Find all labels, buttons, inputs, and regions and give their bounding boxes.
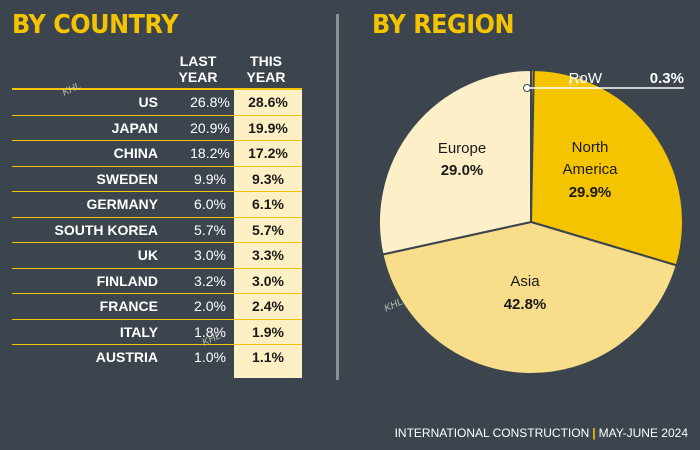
table-row: FINLAND 3.2% 3.0% [12, 269, 302, 294]
table-row: AUSTRIA 1.0% 1.1% [12, 345, 302, 370]
country-name: GERMANY [86, 196, 158, 212]
footer: INTERNATIONAL CONSTRUCTION | MAY-JUNE 2024 [395, 426, 688, 440]
last-year-value: 26.8% [190, 94, 230, 110]
last-year-header-line2: YEAR [178, 69, 218, 85]
row-callout: RoW 0.3% [523, 70, 684, 92]
pie-slice-north-america [529, 69, 684, 267]
this-year-value: 6.1% [252, 196, 284, 212]
asia-label: Asia [510, 273, 540, 290]
table-row: US 26.8% 28.6% [12, 90, 302, 116]
this-year-value: 5.7% [252, 221, 284, 238]
table-row: SOUTH KOREA 5.7% 5.7% [12, 218, 302, 243]
this-year-value: 1.9% [252, 323, 284, 340]
north-america-label-line1: North [572, 139, 609, 156]
this-year-value: 19.9% [248, 119, 288, 136]
country-name: FINLAND [96, 272, 158, 289]
by-region-heading: BY REGION [372, 10, 515, 40]
pie-slice-asia [381, 220, 678, 375]
this-year-value: 28.6% [248, 94, 288, 110]
europe-label: Europe [438, 140, 486, 157]
this-year-value: 3.3% [252, 247, 284, 263]
this-year-value: 2.4% [252, 298, 284, 314]
last-year-value: 1.0% [194, 349, 226, 365]
this-year-column-highlight [234, 90, 302, 378]
last-year-value: 5.7% [194, 221, 226, 238]
last-year-header: LAST YEAR [166, 53, 230, 85]
last-year-value: 1.8% [194, 323, 226, 340]
country-name: SOUTH KOREA [54, 221, 158, 238]
last-year-value: 20.9% [190, 119, 230, 136]
footer-separator: | [592, 426, 596, 440]
pie-slice-europe [378, 68, 532, 256]
country-table: US 26.8% 28.6% JAPAN 20.9% 19.9% CHINA 18.2% 1… [12, 90, 302, 370]
footer-issue: MAY-JUNE 2024 [598, 426, 688, 440]
europe-value: 29.0% [441, 162, 484, 179]
north-america-value: 29.9% [569, 184, 612, 201]
country-name: FRANCE [99, 298, 158, 314]
table-row: ITALY 1.8% 1.9% [12, 320, 302, 345]
asia-value: 42.8% [504, 296, 547, 313]
country-name: UK [137, 247, 158, 263]
table-row: CHINA 18.2% 17.2% [12, 141, 302, 167]
this-year-value: 1.1% [252, 349, 284, 365]
table-row: GERMANY 6.0% 6.1% [12, 192, 302, 218]
this-year-value: 9.3% [252, 170, 284, 187]
this-year-header: THIS YEAR [234, 53, 298, 85]
section-divider [336, 14, 339, 380]
north-america-label-line2: America [562, 161, 618, 178]
country-name: ITALY [119, 323, 158, 340]
country-name: SWEDEN [96, 170, 158, 187]
this-year-value: 3.0% [252, 272, 284, 289]
country-name: JAPAN [111, 119, 158, 136]
last-year-header-line1: LAST [179, 53, 217, 69]
pie-slices [378, 68, 684, 375]
row-value: 0.3% [650, 70, 684, 87]
this-year-header-line2: YEAR [246, 69, 286, 85]
table-row: FRANCE 2.0% 2.4% [12, 294, 302, 320]
footer-publication: INTERNATIONAL CONSTRUCTION [394, 426, 590, 440]
row-label: RoW [569, 70, 603, 87]
last-year-value: 6.0% [194, 196, 226, 212]
country-name: CHINA [113, 145, 158, 161]
pie-labels: Europe 29.0% North America 29.9% Asia 42… [438, 139, 618, 313]
last-year-value: 9.9% [194, 170, 226, 187]
country-name: US [138, 94, 158, 110]
table-row: UK 3.0% 3.3% [12, 243, 302, 269]
table-top-rule [12, 88, 302, 90]
table-row: SWEDEN 9.9% 9.3% [12, 167, 302, 192]
last-year-value: 2.0% [194, 298, 226, 314]
country-name: AUSTRIA [95, 349, 158, 365]
this-year-value: 17.2% [248, 145, 288, 161]
table-row: JAPAN 20.9% 19.9% [12, 116, 302, 141]
this-year-header-line1: THIS [250, 53, 282, 69]
last-year-value: 18.2% [190, 145, 230, 161]
by-country-heading: BY COUNTRY [12, 10, 179, 40]
last-year-value: 3.0% [194, 247, 226, 263]
last-year-value: 3.2% [194, 272, 226, 289]
